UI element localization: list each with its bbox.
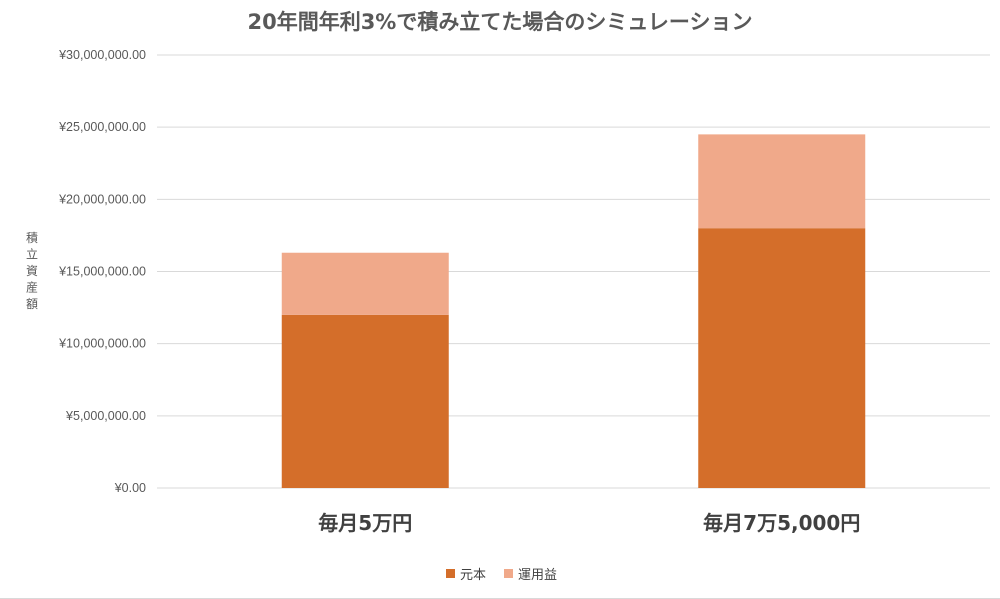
legend: 元本 運用益 <box>446 568 557 583</box>
legend-label: 元本 <box>460 568 486 583</box>
bar-segment-investment-gain <box>698 134 866 229</box>
legend-label: 運用益 <box>518 568 557 583</box>
chart-title: 20年間年利3%で積み立てた場合のシミュレーション <box>247 10 752 34</box>
y-axis-label: 積立資産額 <box>26 230 38 311</box>
y-tick-label: ¥25,000,000.00 <box>58 120 146 134</box>
x-tick-label: 毎月5万円 <box>318 511 412 535</box>
legend-swatch <box>504 569 513 578</box>
y-tick-label: ¥10,000,000.00 <box>58 337 146 351</box>
y-axis-title: 積立資産額 <box>26 230 38 311</box>
y-axis-tick-labels: ¥0.00 ¥5,000,000.00 ¥10,000,000.00 ¥15,000,… <box>58 48 146 495</box>
x-axis-tick-labels: 毎月5万円 毎月7万5,000円 <box>318 511 860 535</box>
legend-swatch <box>446 569 455 578</box>
bar-segment-principal <box>698 228 866 488</box>
y-tick-label: ¥15,000,000.00 <box>58 265 146 279</box>
x-tick-label: 毎月7万5,000円 <box>703 511 860 535</box>
y-tick-label: ¥30,000,000.00 <box>58 48 146 62</box>
bar-segment-principal <box>281 314 449 488</box>
bar-segment-investment-gain <box>281 252 449 315</box>
y-tick-label: ¥0.00 <box>114 481 146 495</box>
y-tick-label: ¥20,000,000.00 <box>58 192 146 206</box>
y-tick-label: ¥5,000,000.00 <box>65 409 146 423</box>
bars <box>281 134 866 488</box>
